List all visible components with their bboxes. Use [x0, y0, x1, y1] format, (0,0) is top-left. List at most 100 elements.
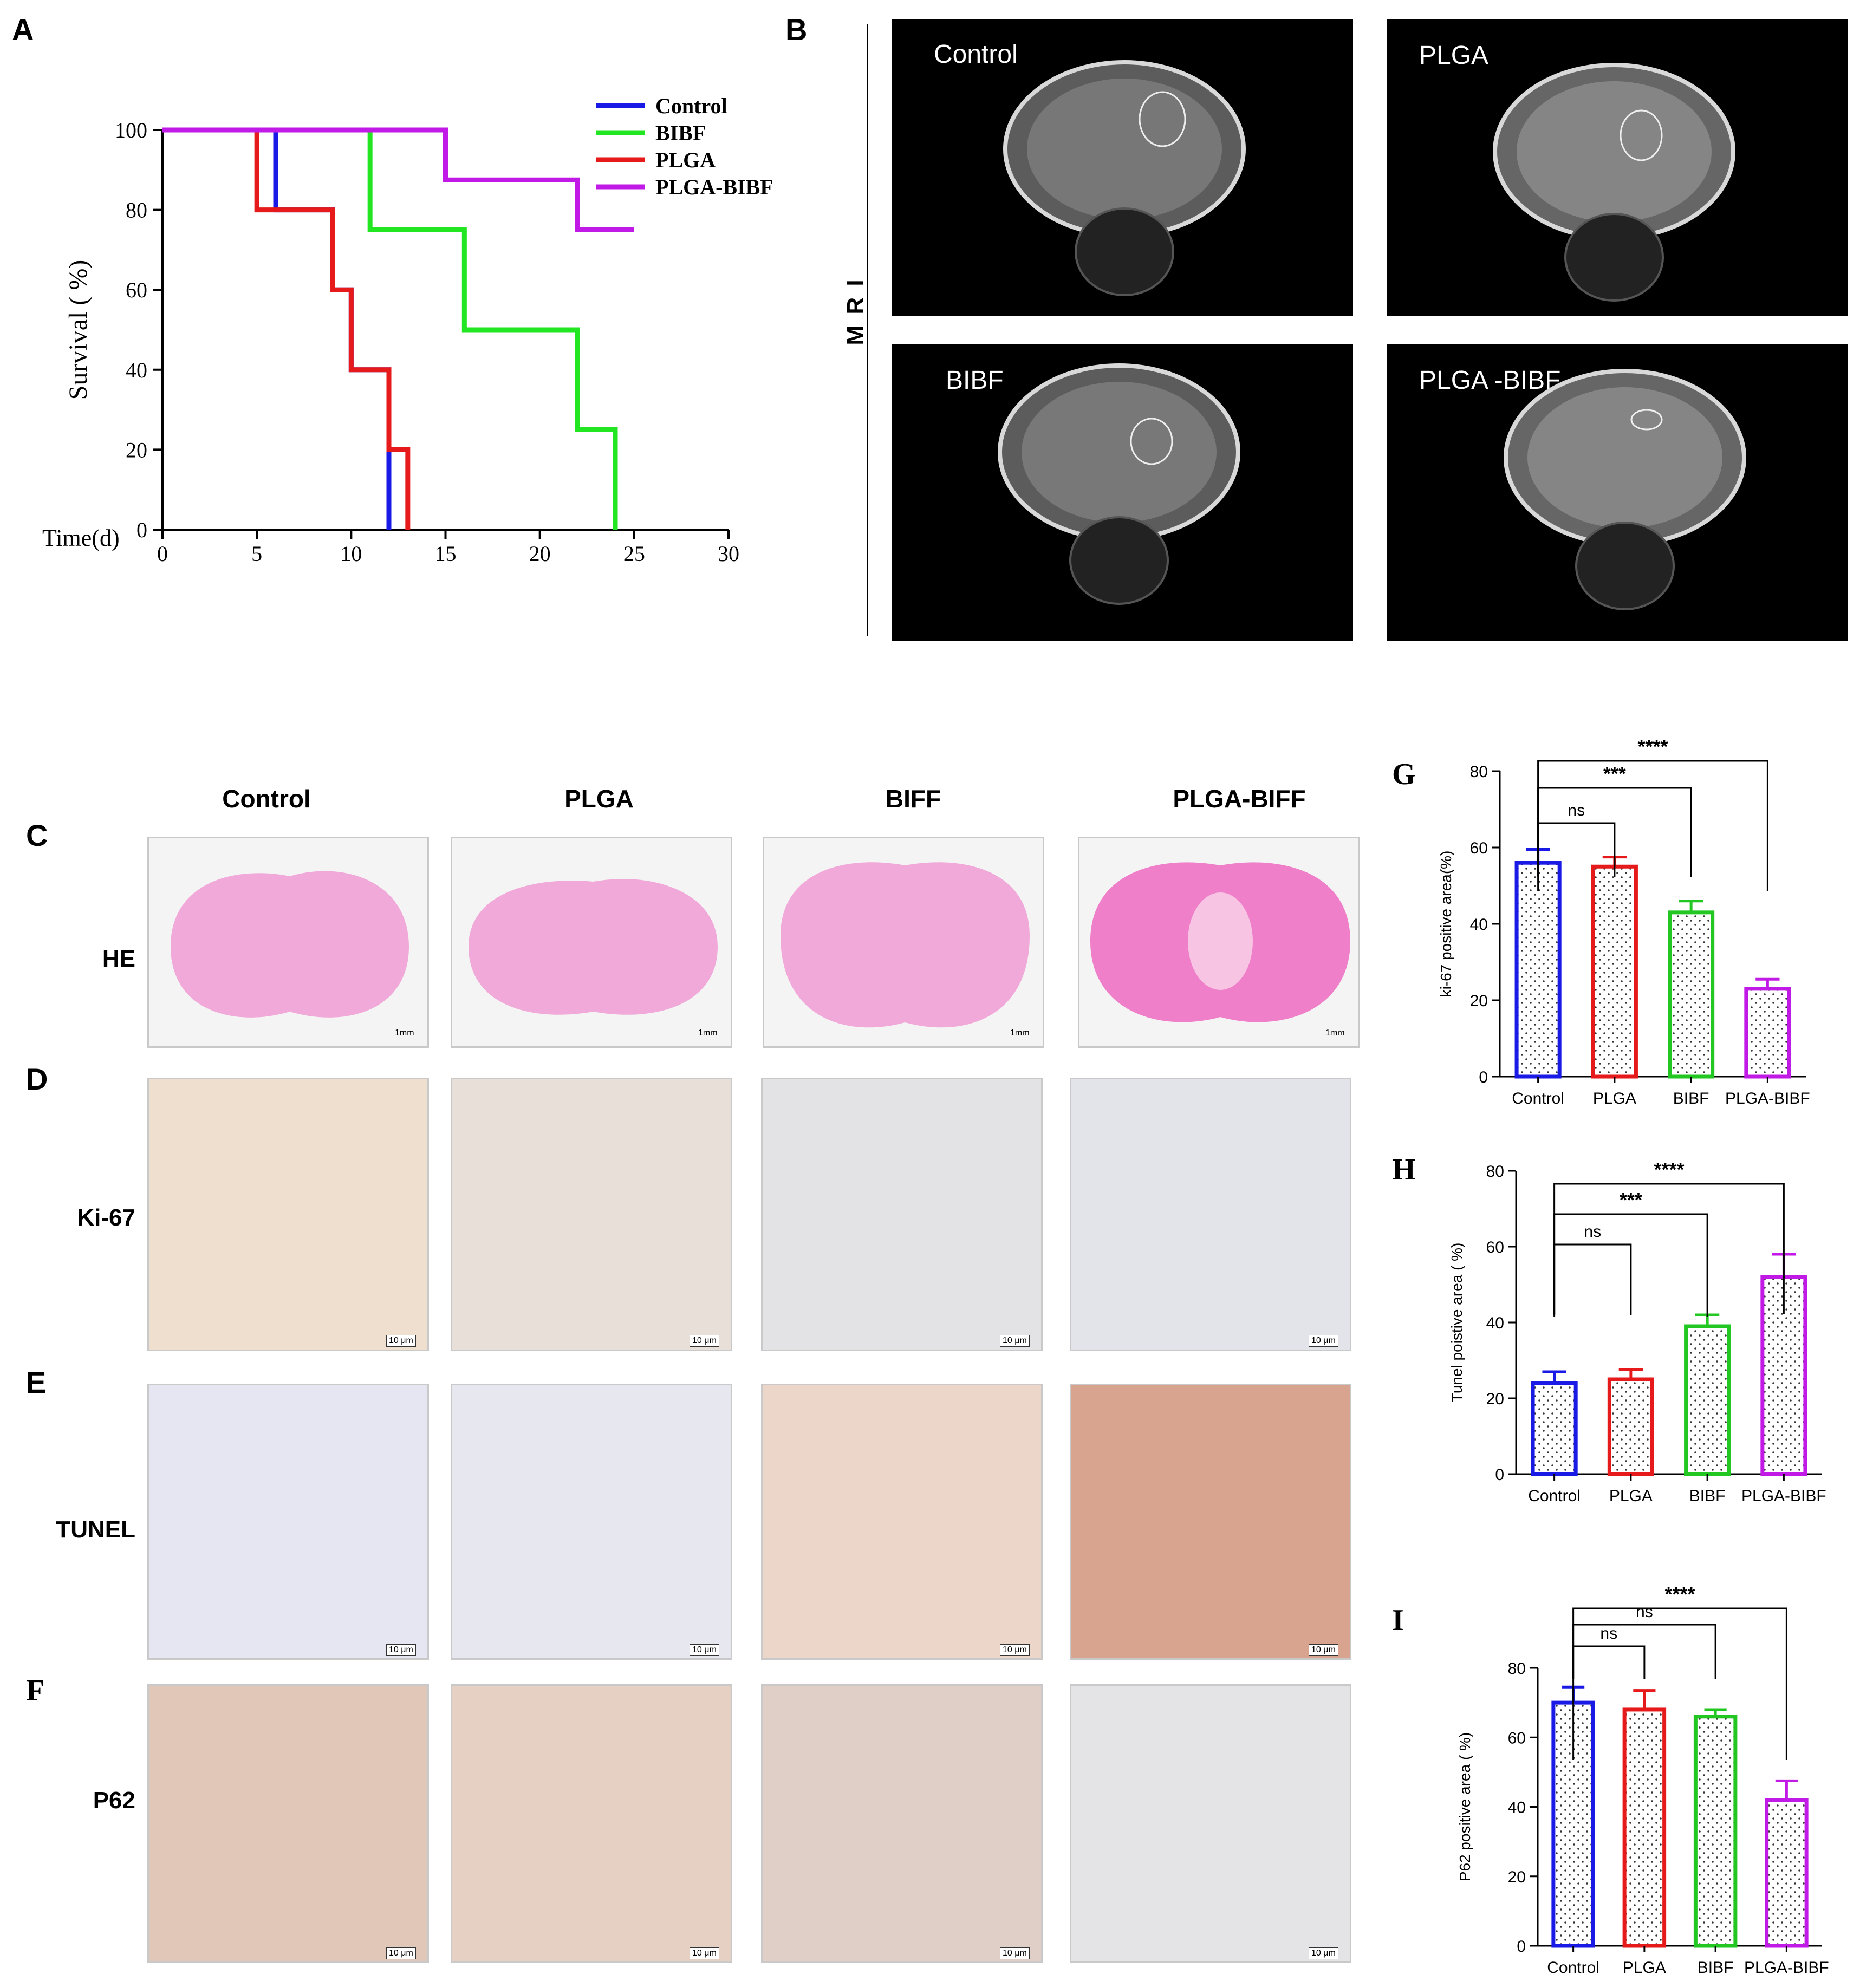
brain-scan-image [998, 363, 1240, 605]
panel-letter-i: I [1392, 1604, 1404, 1637]
y-tick-label: 60 [1508, 1729, 1526, 1747]
bar-control [1514, 861, 1562, 1079]
scale-bar-label: 1mm [1325, 1028, 1345, 1038]
he-tile-plga: 1mm [451, 837, 732, 1048]
bar-plga-bibf [1765, 1798, 1809, 1948]
he-tile-control: 1mm [147, 837, 429, 1048]
series-line-plga-bibf [162, 127, 634, 232]
significance-bracket [1572, 1645, 1646, 1679]
panel-letter-a: A [12, 12, 34, 47]
y-tick-label: 40 [1486, 1314, 1504, 1332]
y-tick-label: 20 [1508, 1868, 1526, 1886]
significance-bracket [1572, 1607, 1787, 1760]
x-tick-label: BIBF [1689, 1487, 1726, 1505]
tunel-tile-plga: 10 μm [451, 1384, 732, 1660]
x-tick-label: 30 [718, 542, 739, 566]
significance-label: **** [1654, 1158, 1684, 1181]
ki67-bar-chart: 0 20 40 60 80 ki-67 positive area(%) Control PL… [1438, 736, 1810, 1107]
scale-bar-label: 1mm [395, 1028, 414, 1038]
x-tick-label: PLGA-BIBF [1744, 1959, 1829, 1977]
p62-tile-control: 10 μm [147, 1684, 429, 1963]
he-tile-biff: 1mm [763, 837, 1044, 1048]
ki67-tile-plga-biff: 10 μm [1070, 1078, 1351, 1351]
bar-control [1531, 1381, 1578, 1476]
scale-bar-label: 10 μm [1309, 1335, 1338, 1347]
y-axis-label: Survival ( %) [64, 260, 93, 400]
x-tick-label: PLGA [1593, 1090, 1636, 1107]
x-tick-label: PLGA-BIBF [1725, 1090, 1810, 1107]
he-section-image [469, 879, 718, 1015]
bar-control [1551, 1700, 1595, 1948]
x-tick-label: 25 [623, 542, 645, 566]
mri-label-bibf: BIBF [946, 366, 1004, 395]
he-tile-plga-biff: 1mm [1078, 837, 1360, 1048]
significance-bracket [1553, 1183, 1785, 1314]
brain-scan-image [1003, 60, 1246, 296]
panel-letter-g: G [1392, 758, 1416, 791]
bar-bibf [1693, 1715, 1738, 1948]
mri-side-label: M R I [842, 277, 869, 346]
significance-bracket [1553, 1243, 1632, 1315]
column-header-plga: PLGA [564, 785, 634, 813]
he-section-image [1090, 862, 1350, 1022]
legend-label: PLGA [655, 148, 716, 172]
x-tick-label: Control [1547, 1959, 1599, 1977]
brain-scan-image [1493, 63, 1735, 302]
bar-bibf [1668, 910, 1715, 1079]
bar-plga-bibf [1744, 987, 1791, 1079]
p62-tile-biff: 10 μm [761, 1684, 1043, 1963]
survival-chart: 0 20 40 60 80 100 0 5 10 15 20 25 30 Time(d) Survival … [42, 94, 773, 566]
legend-label: BIBF [655, 121, 706, 145]
y-tick-label: 40 [126, 358, 147, 382]
y-tick-label: 20 [1486, 1390, 1504, 1408]
ki67-tile-biff: 10 μm [761, 1078, 1043, 1351]
mri-label-control: Control [934, 40, 1018, 69]
scale-bar-label: 10 μm [386, 1947, 416, 1959]
panel-letter-c: C [26, 818, 48, 852]
y-tick-label: 0 [1495, 1466, 1504, 1484]
mri-label-plga-bibf: PLGA -BIBF [1419, 366, 1561, 395]
x-axis-label: Time(d) [42, 525, 120, 551]
ki67-tile-control: 10 μm [147, 1078, 429, 1351]
series-line-plga [162, 127, 411, 530]
y-tick-label: 40 [1470, 916, 1488, 934]
tunel-tile-biff: 10 μm [761, 1384, 1043, 1660]
mri-tile-control: Control [892, 19, 1353, 316]
bar-plga [1591, 864, 1638, 1079]
x-tick-label: PLGA [1609, 1487, 1653, 1505]
scale-bar-label: 10 μm [690, 1335, 719, 1347]
mri-tile-plga-bibf: PLGA -BIBF [1387, 344, 1848, 641]
x-tick-label: PLGA-BIBF [1741, 1487, 1826, 1505]
y-tick-label: 20 [126, 438, 147, 462]
series-line-bibf [162, 127, 618, 530]
significance-label: *** [1603, 762, 1626, 785]
scale-bar-label: 1mm [698, 1028, 718, 1038]
he-section-image [171, 871, 409, 1018]
mri-tile-bibf: BIBF [892, 344, 1353, 641]
scale-bar-label: 10 μm [690, 1644, 719, 1656]
significance-label: ns [1584, 1223, 1601, 1241]
scale-bar-label: 10 μm [386, 1644, 416, 1656]
significance-label: ns [1600, 1625, 1617, 1642]
x-tick-label: BIBF [1673, 1090, 1709, 1107]
x-tick-label: BIBF [1698, 1959, 1734, 1977]
p62-bar-chart: 0 20 40 60 80 P62 positive area ( %) Control PL… [1456, 1587, 1829, 1977]
mri-tile-plga: PLGA [1387, 19, 1848, 316]
ki67-tile-plga: 10 μm [451, 1078, 732, 1351]
y-tick-label: 20 [1470, 992, 1488, 1010]
y-tick-label: 100 [115, 118, 147, 142]
y-tick-label: 0 [1479, 1068, 1488, 1086]
y-axis-label: ki-67 positive area(%) [1438, 851, 1454, 998]
y-axis-label: Tunel poistive area ( %) [1448, 1243, 1465, 1403]
y-tick-label: 60 [1486, 1239, 1504, 1256]
x-tick-label: 5 [251, 542, 262, 566]
significance-label: **** [1664, 1587, 1695, 1605]
y-tick-label: 80 [1486, 1163, 1504, 1181]
scale-bar-label: 10 μm [1000, 1644, 1030, 1656]
x-tick-label: 20 [529, 542, 551, 566]
significance-label: *** [1620, 1189, 1642, 1211]
column-header-plga-biff: PLGA-BIFF [1173, 785, 1306, 813]
bar-plga [1622, 1707, 1667, 1948]
mri-side-divider [867, 24, 868, 636]
x-tick-label: PLGA [1623, 1959, 1666, 1977]
